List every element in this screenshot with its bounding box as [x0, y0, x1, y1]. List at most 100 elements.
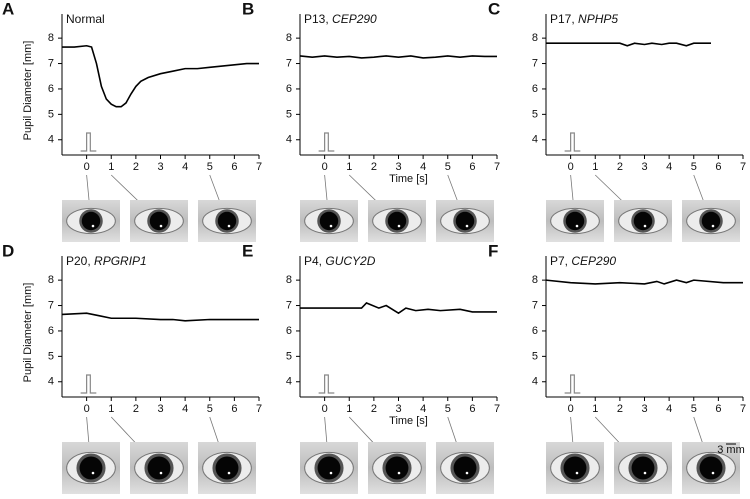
glint [643, 224, 647, 228]
y-tick-label: 4 [48, 134, 54, 146]
pupil [633, 211, 653, 231]
x-tick-label: 5 [207, 403, 213, 415]
x-tick-label: 4 [666, 403, 672, 415]
pupil [631, 456, 655, 480]
x-tick-label: 6 [231, 161, 237, 173]
title-text: P7, [550, 254, 571, 268]
y-tick-label: 5 [48, 108, 54, 120]
stimulus-pulse [80, 374, 97, 394]
panel: F P7, CEP290 4 5 6 7 8 0 1 2 3 4 5 6 7 3 mm [488, 241, 746, 494]
x-tick-label: 0 [84, 161, 90, 173]
glint [711, 224, 715, 228]
panel-title: P4, GUCY2D [304, 254, 376, 268]
x-tick-label: 5 [207, 161, 213, 173]
x-tick-label: 7 [256, 403, 262, 415]
y-tick-label: 8 [48, 32, 54, 44]
panel-title: P7, CEP290 [550, 254, 616, 268]
glint [91, 471, 95, 475]
glint [227, 471, 231, 475]
title-gene: GUCY2D [325, 254, 375, 268]
x-tick-label: 4 [420, 403, 426, 415]
x-tick-label: 3 [395, 161, 401, 173]
stimulus-pulse [564, 374, 581, 394]
x-tick-label: 5 [691, 161, 697, 173]
x-tick-label: 7 [494, 161, 500, 173]
pupil [319, 211, 339, 231]
x-tick-label: 6 [469, 403, 475, 415]
x-tick-label: 3 [395, 403, 401, 415]
title-text: P20, [66, 254, 94, 268]
title-gene: CEP290 [571, 254, 616, 268]
pupil [215, 456, 239, 480]
panel-title: P20, RPGRIP1 [66, 254, 147, 268]
y-tick-label: 6 [48, 83, 54, 95]
panel: A Normal 4 5 6 7 8 0 1 2 3 4 5 6 7 Pupil Diameter [mm] [2, 0, 262, 242]
x-tick-label: 0 [568, 161, 574, 173]
y-axis-label: Pupil Diameter [mm] [22, 283, 34, 383]
y-tick-label: 4 [48, 376, 54, 388]
pupil [81, 211, 101, 231]
y-tick-label: 6 [48, 325, 54, 337]
y-tick-label: 7 [48, 299, 54, 311]
glint [329, 224, 333, 228]
stimulus-pulse [564, 132, 581, 152]
x-tick-label: 3 [641, 403, 647, 415]
y-tick-label: 7 [286, 57, 292, 69]
glint [397, 224, 401, 228]
panel: B P13, CEP290 4 5 6 7 8 0 1 2 3 4 5 6 7 Time [s] [242, 0, 500, 242]
x-tick-label: 7 [740, 161, 746, 173]
x-tick-label: 5 [445, 161, 451, 173]
x-tick-label: 0 [568, 403, 574, 415]
pupil [147, 456, 171, 480]
y-tick-label: 4 [286, 376, 292, 388]
x-tick-label: 1 [346, 403, 352, 415]
title-text: P13, [304, 12, 332, 26]
x-tick-label: 2 [133, 403, 139, 415]
panel-letter: A [2, 0, 14, 18]
panel-letter: E [242, 241, 253, 260]
scale-label: 3 mm [717, 444, 745, 456]
x-tick-label: 0 [322, 161, 328, 173]
x-tick-label: 5 [445, 403, 451, 415]
x-tick-label: 6 [715, 161, 721, 173]
pupil [317, 456, 341, 480]
title-text: Normal [66, 12, 105, 26]
stimulus-pulse [318, 374, 335, 394]
y-tick-label: 7 [286, 299, 292, 311]
y-tick-label: 5 [532, 108, 538, 120]
stimulus-pulse [80, 132, 97, 152]
x-tick-label: 2 [617, 403, 623, 415]
panel: C P17, NPHP5 4 5 6 7 8 0 1 2 3 4 5 6 7 [488, 0, 746, 242]
pupil [217, 211, 237, 231]
x-tick-label: 1 [592, 161, 598, 173]
x-tick-label: 1 [346, 161, 352, 173]
y-axis-label: Pupil Diameter [mm] [22, 41, 34, 141]
data-line [546, 42, 711, 47]
glint [227, 224, 231, 228]
panel-title: P13, CEP290 [304, 12, 377, 26]
y-tick-label: 4 [286, 134, 292, 146]
pupil [79, 456, 103, 480]
panel-letter: D [2, 241, 14, 260]
panel: D P20, RPGRIP1 4 5 6 7 8 0 1 2 3 4 5 6 7 Pupil Diameter… [2, 241, 262, 494]
panel-title: Normal [66, 12, 105, 26]
x-tick-label: 6 [231, 403, 237, 415]
data-line [299, 55, 497, 59]
pupil [565, 211, 585, 231]
title-gene: CEP290 [332, 12, 377, 26]
data-line [62, 44, 259, 108]
panel-letter: F [488, 241, 498, 260]
glint [711, 471, 715, 475]
y-tick-label: 5 [286, 108, 292, 120]
x-tick-label: 4 [420, 161, 426, 173]
panel: E P4, GUCY2D 4 5 6 7 8 0 1 2 3 4 5 6 7 Time [s] [242, 241, 500, 494]
title-gene: RPGRIP1 [94, 254, 147, 268]
y-tick-label: 8 [532, 32, 538, 44]
y-tick-label: 6 [532, 325, 538, 337]
glint [465, 471, 469, 475]
x-tick-label: 1 [108, 403, 114, 415]
title-gene: NPHP5 [578, 12, 618, 26]
pupil [455, 211, 475, 231]
y-tick-label: 5 [48, 350, 54, 362]
